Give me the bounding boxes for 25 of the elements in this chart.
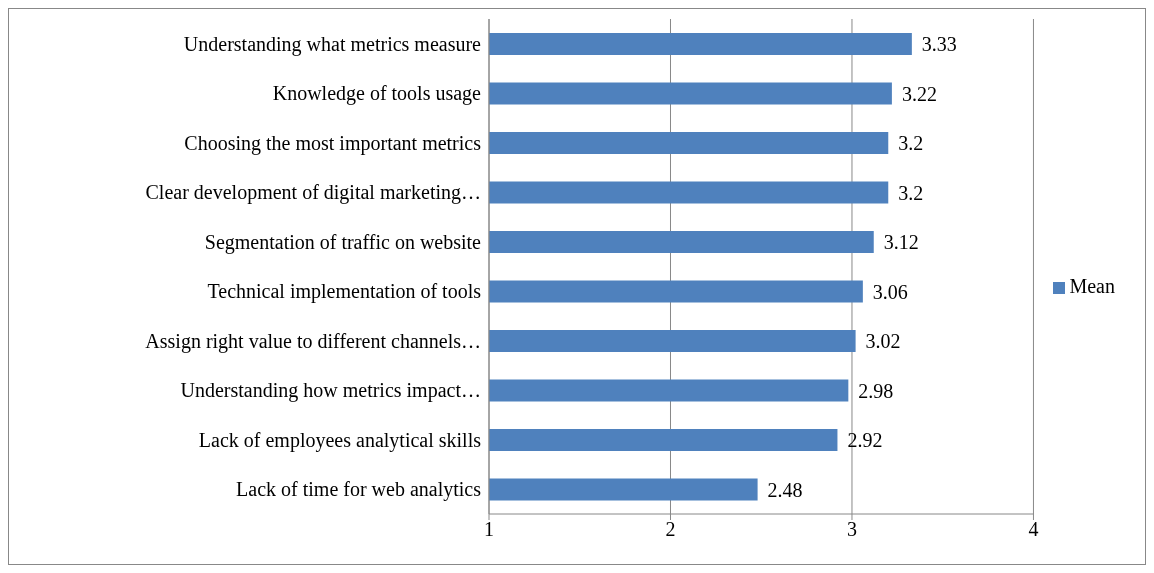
y-tick-label: Understanding what metrics measure (183, 32, 482, 56)
y-tick-label: Choosing the most important metrics (184, 131, 482, 155)
y-tick-label: Assign right value to different channels… (145, 329, 481, 353)
y-tick-label: Segmentation of traffic on website (204, 230, 482, 254)
y-tick-label: Lack of employees analytical skills (198, 428, 482, 452)
data-label: 3.06 (872, 280, 908, 303)
y-tick-label: Understanding how metrics impact… (180, 379, 481, 403)
data-label: 2.98 (858, 379, 894, 402)
x-tick-label: 3 (846, 518, 857, 541)
y-tick-label: Lack of time for web analytics (236, 478, 482, 502)
x-tick-label: 2 (665, 518, 676, 541)
data-label: 3.33 (921, 33, 957, 56)
data-label: 2.92 (847, 429, 883, 452)
x-tick-label: 4 (1028, 518, 1039, 541)
data-label: 3.22 (901, 82, 937, 105)
y-tick-label: Knowledge of tools usage (272, 82, 482, 106)
data-label: 3.2 (898, 181, 924, 204)
legend-label: Mean (1069, 275, 1115, 297)
data-label: 2.48 (767, 478, 803, 501)
data-label: 3.12 (883, 231, 919, 254)
y-tick-label: Clear development of digital marketing… (145, 181, 481, 205)
y-tick-label: Technical implementation of tools (207, 280, 482, 304)
data-label: 3.02 (865, 330, 901, 353)
x-tick-label: 1 (484, 518, 494, 541)
data-label: 3.2 (898, 132, 924, 155)
